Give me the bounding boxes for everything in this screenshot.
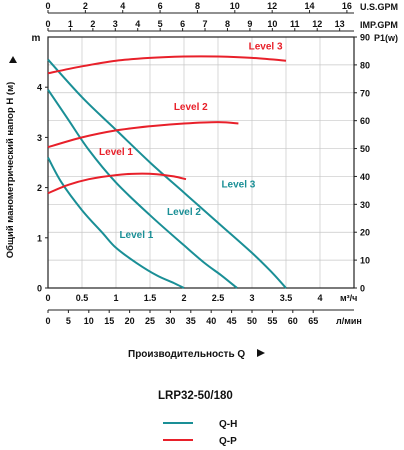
qp-curve-level-2 [47,121,239,149]
qp-curve-label: Level 1 [99,147,133,158]
top-axis-tick-label: 14 [305,1,315,11]
qh-curve-level-3 [47,58,287,289]
top-axis-tick-label: 9 [247,19,252,29]
bottom-axis-tick-label: 3.5 [280,293,293,303]
bottom-axis-tick-label: 0 [45,316,50,326]
top-axis-tick-label: 6 [180,19,185,29]
top-axis-tick-label: 4 [135,19,140,29]
top-axis-tick-label: 0 [45,19,50,29]
top-axis-tick-label: 4 [120,1,125,11]
legend-qh-label: Q-H [219,419,237,430]
curves [47,55,287,289]
bottom-axis-tick-label: 10 [84,316,94,326]
bottom-axis-tick-label: 50 [247,316,257,326]
model-label: LRP32-50/180 [158,390,233,402]
bottom-axis-tick-label: 2.5 [212,293,225,303]
bottom-axis-tick-label: 40 [206,316,216,326]
x-axis-title: Производительность Q [128,349,245,360]
qp-curve-label: Level 2 [174,102,208,113]
bottom-axis-tick-label: 65 [308,316,318,326]
left-axis-tick-label: 3 [37,133,42,143]
top-axis-tick-label: 5 [158,19,163,29]
qh-curve-level-1 [47,157,185,289]
top-axis-tick-label: 6 [158,1,163,11]
top-axis-tick-label: 3 [113,19,118,29]
legend-qp-label: Q-P [219,436,237,447]
y-axis-title: Общий манометрический напор H (м) [5,82,16,259]
top-axis-tick-label: 8 [195,1,200,11]
left-axis-tick-label: 1 [37,233,42,243]
qh-curve-label: Level 2 [167,207,201,218]
right-axis-tick-label: 40 [360,172,370,182]
bottom-axis-tick-label: 1 [113,293,118,303]
right-axis-unit: P1(w) [374,33,398,43]
top-axis-tick-label: 12 [267,1,277,11]
plot-frame [47,36,355,289]
bottom-axis-tick-label: 25 [145,316,155,326]
bottom-axis-tick-label: 0 [45,293,50,303]
left-axis-unit: m [32,33,41,44]
bottom-axis-tick-label: 1.5 [144,293,157,303]
top-axis-tick-label: 13 [335,19,345,29]
bottom-axis-tick-label: 5 [66,316,71,326]
qp-curve-label: Level 3 [249,42,283,53]
qh-curve-level-2 [47,89,238,289]
bottom-axis-tick-label: 4 [317,293,322,303]
qh-curve-label: Level 3 [221,180,255,191]
top-axis-tick-label: 0 [45,1,50,11]
top-axis-tick-label: 2 [90,19,95,29]
grid-lines [48,37,354,288]
top-axis-tick-label: 11 [290,19,300,29]
top-axis-tick-label: 12 [312,19,322,29]
bottom-axis-tick-label: 20 [125,316,135,326]
right-axis-tick-label: 0 [360,284,365,294]
top-axis-unit: IMP.GPM [360,20,398,30]
bottom-axis-tick-label: 3 [249,293,254,303]
right-axis-tick-label: 70 [360,88,370,98]
bottom-axis-unit: м³/ч [340,293,357,303]
top-axis-tick-label: 2 [83,1,88,11]
right-axis-tick-label: 30 [360,200,370,210]
qp-curve-level-1 [47,172,187,195]
bottom-axis-tick-label: 0.5 [76,293,89,303]
plot-border [47,36,355,289]
bottom-axis-tick-label: 55 [267,316,277,326]
right-axis-tick-label: 50 [360,144,370,154]
left-axis-tick-label: 0 [37,284,42,294]
right-axis-tick-label: 60 [360,116,370,126]
top-axis-tick-label: 8 [225,19,230,29]
bottom-axis-unit: л/мин [336,316,362,326]
bottom-axis-tick-label: 2 [181,293,186,303]
right-axis-tick-label: 90 [360,33,370,43]
bottom-axis-tick-label: 60 [288,316,298,326]
bottom-axis-tick-label: 35 [186,316,196,326]
top-axis-tick-label: 10 [267,19,277,29]
top-axis-tick-label: 10 [230,1,240,11]
top-axis-tick-label: 16 [342,1,352,11]
left-axis-tick-label: 4 [37,83,42,93]
qp-curve-level-3 [47,55,287,75]
y-axis-arrow-icon [9,56,17,63]
bottom-axis-tick-label: 30 [165,316,175,326]
right-axis-tick-label: 80 [360,60,370,70]
qh-curve-label: Level 1 [119,230,153,241]
curve-labels: Level 1 Level 2 Level 3 Level 1 Level 2 Level… [99,42,283,241]
bottom-axis-tick-label: 45 [227,316,237,326]
x-axis-arrow-icon [257,349,265,357]
bottom-axis-tick-label: 15 [104,316,114,326]
top-axis-tick-label: 7 [203,19,208,29]
right-axis-tick-label: 10 [360,256,370,266]
left-axis-tick-label: 2 [37,183,42,193]
right-axis-tick-label: 20 [360,228,370,238]
top-axis-tick-label: 1 [68,19,73,29]
top-axis-unit: U.S.GPM [360,2,398,12]
